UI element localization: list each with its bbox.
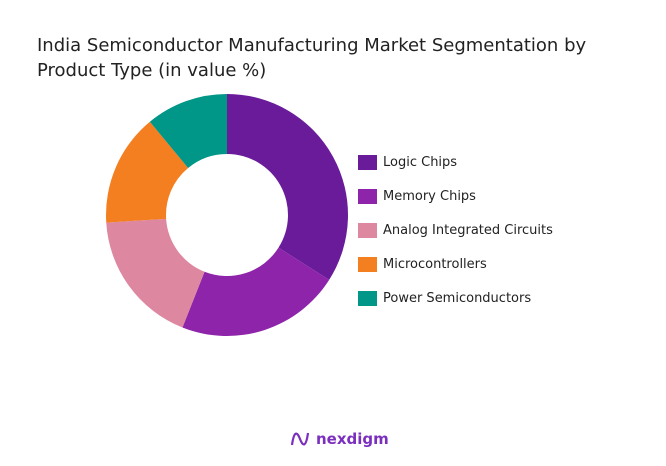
donut-slice-power-semiconductors bbox=[149, 94, 227, 168]
donut-slice-logic-chips bbox=[227, 94, 348, 280]
nexdigm-logo: nexdigm bbox=[290, 429, 389, 449]
legend-item-logic-chips: Logic Chips bbox=[358, 145, 553, 179]
legend-swatch bbox=[358, 188, 377, 204]
donut-slice-analog-integrated-circuits bbox=[106, 218, 205, 328]
nexdigm-logo-icon bbox=[290, 432, 310, 446]
legend-item-power-semiconductors: Power Semiconductors bbox=[358, 281, 553, 315]
chart-title: India Semiconductor Manufacturing Market… bbox=[37, 35, 587, 81]
legend-label: Memory Chips bbox=[383, 188, 476, 204]
legend-item-microcontrollers: Microcontrollers bbox=[358, 247, 553, 281]
legend-swatch bbox=[358, 290, 377, 306]
logo-text: nexdigm bbox=[316, 430, 389, 448]
legend-label: Analog Integrated Circuits bbox=[383, 222, 553, 238]
legend-item-analog-ics: Analog Integrated Circuits bbox=[358, 213, 553, 247]
legend: Logic Chips Memory Chips Analog Integrat… bbox=[358, 145, 553, 315]
donut-slice-memory-chips bbox=[182, 247, 330, 336]
donut-slice-microcontrollers bbox=[106, 121, 189, 223]
legend-swatch bbox=[358, 222, 377, 238]
legend-label: Logic Chips bbox=[383, 154, 458, 170]
legend-label: Power Semiconductors bbox=[383, 290, 532, 306]
legend-label: Microcontrollers bbox=[383, 256, 487, 272]
legend-swatch bbox=[358, 256, 377, 272]
legend-item-memory-chips: Memory Chips bbox=[358, 179, 553, 213]
legend-swatch bbox=[358, 154, 377, 170]
